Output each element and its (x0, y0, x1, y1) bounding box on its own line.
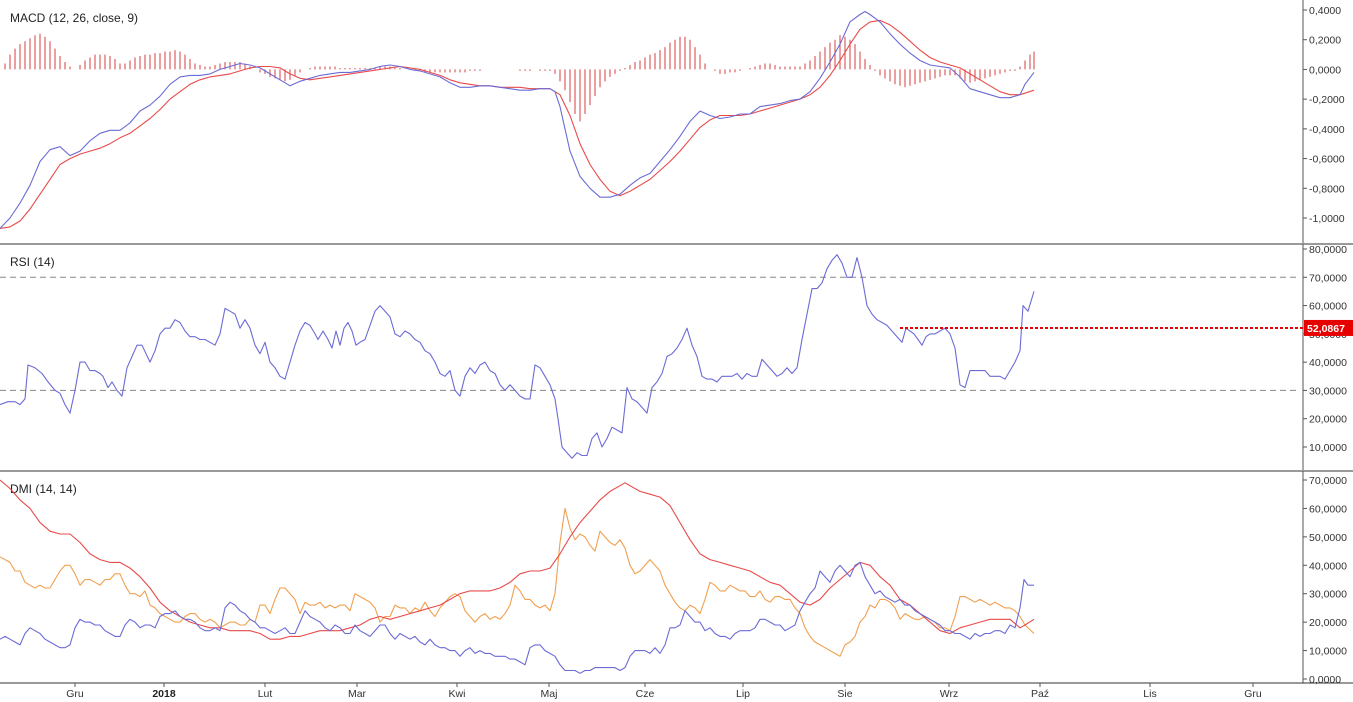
y-tick-label: 70,0000 (1309, 475, 1347, 487)
y-tick-label: 10,0000 (1309, 646, 1347, 658)
y-tick-label: 40,0000 (1309, 560, 1347, 572)
y-tick-label: 10,0000 (1309, 442, 1347, 454)
x-tick-label: Lut (258, 688, 273, 700)
macd-pane[interactable]: MACD (12, 26, close, 9) 0,4000 0,2000 0,00… (0, 0, 1345, 243)
y-tick-label: 50,0000 (1309, 532, 1347, 544)
dmi-minus-di-line (0, 507, 1035, 657)
x-tick-label: Lis (1143, 688, 1156, 700)
rsi-title: RSI (14) (10, 255, 55, 269)
rsi-line (0, 254, 1035, 459)
y-tick-label: 60,0000 (1309, 301, 1347, 313)
rsi-value-badge (1304, 319, 1353, 336)
y-tick-label: -1,0000 (1309, 213, 1345, 225)
y-tick-label: 40,0000 (1309, 357, 1347, 369)
x-tick-label: Gru (66, 688, 84, 700)
x-tick-label: Gru (1244, 688, 1262, 700)
y-tick-label: -0,2000 (1309, 94, 1345, 106)
x-tick-label: Cze (636, 688, 655, 700)
y-tick-label: 0,0000 (1309, 674, 1341, 686)
x-tick-label: Kwi (449, 688, 466, 700)
y-tick-label: 20,0000 (1309, 617, 1347, 629)
y-tick-label: -0,4000 (1309, 124, 1345, 136)
macd-line (0, 10, 1035, 229)
rsi-pane[interactable]: RSI (14) 80,000070,000060,000050,000040,… (0, 243, 1353, 470)
dmi-adx-line (0, 479, 1035, 640)
time-axis: Gru 2018 Lut Mar Kwi Maj Cze Lip Sie Wrz Paź Lis Gru (0, 682, 1353, 700)
y-tick-label: 20,0000 (1309, 414, 1347, 426)
dmi-plus-di-line (0, 561, 1034, 674)
y-tick-label: 0,0000 (1309, 64, 1341, 76)
y-tick-label: 0,2000 (1309, 35, 1341, 47)
y-tick-label: -0,8000 (1309, 183, 1345, 195)
rsi-value-badge-label: 52,0867 (1307, 323, 1345, 335)
macd-signal-line (0, 19, 1035, 229)
dmi-title: DMI (14, 14) (10, 482, 77, 496)
y-tick-label: 80,0000 (1309, 244, 1347, 256)
dmi-pane[interactable]: DMI (14, 14) 70,0000 60,0000 50,0000 40,000… (0, 470, 1353, 686)
x-tick-label: Sie (837, 688, 852, 700)
y-tick-label: -0,6000 (1309, 154, 1345, 166)
x-tick-label: Mar (348, 688, 367, 700)
x-tick-label: 2018 (152, 688, 176, 700)
y-tick-label: 30,0000 (1309, 385, 1347, 397)
x-tick-label: Paź (1031, 688, 1049, 700)
y-tick-label: 30,0000 (1309, 589, 1347, 601)
x-tick-label: Wrz (940, 688, 958, 700)
macd-title: MACD (12, 26, close, 9) (10, 11, 138, 25)
x-tick-label: Lip (736, 688, 750, 700)
y-tick-label: 60,0000 (1309, 503, 1347, 515)
y-tick-label: 0,4000 (1309, 5, 1341, 17)
y-tick-label: 70,0000 (1309, 272, 1347, 284)
x-tick-label: Maj (541, 688, 558, 700)
